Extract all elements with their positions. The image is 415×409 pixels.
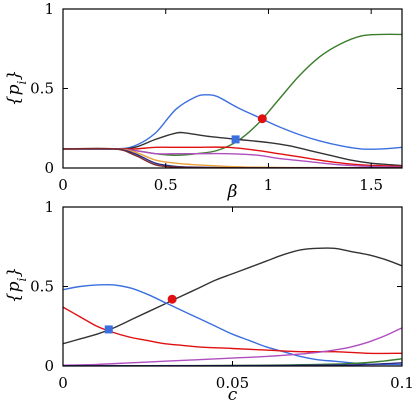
x-tick-label: 0 bbox=[58, 176, 68, 194]
series-line-3 bbox=[63, 131, 402, 167]
series-line-4 bbox=[63, 146, 402, 168]
marker-circle bbox=[167, 294, 177, 304]
x-axis-title: c bbox=[228, 385, 238, 405]
y-tick-label: 1 bbox=[44, 0, 54, 18]
series-line-4 bbox=[63, 327, 402, 366]
series-line-2 bbox=[63, 283, 402, 366]
x-tick-label: 1.5 bbox=[359, 176, 383, 194]
series-line-5 bbox=[63, 148, 402, 168]
series-group bbox=[63, 247, 402, 366]
x-tick-label: 0 bbox=[58, 374, 68, 392]
y-axis-title: {pi} bbox=[4, 267, 29, 303]
y-tick-label: 0 bbox=[44, 159, 54, 177]
marker-square bbox=[104, 325, 113, 334]
y-tick-label: 0.5 bbox=[30, 80, 54, 98]
marker-circle bbox=[257, 114, 267, 124]
x-tick-label: 1 bbox=[264, 176, 274, 194]
series-line-2 bbox=[63, 94, 402, 150]
y-tick-label: 0.5 bbox=[30, 278, 54, 296]
x-axis-title: β bbox=[227, 182, 238, 202]
x-tick-label: 0.05 bbox=[216, 374, 249, 392]
y-axis-title: {pi} bbox=[4, 70, 29, 106]
plot-frame bbox=[62, 206, 403, 367]
y-tick-label: 1 bbox=[44, 198, 54, 216]
x-tick-label: 0.1 bbox=[390, 374, 414, 392]
chart-panel-2: 0 0.05 0.1 0 0.5 1 c {pi} bbox=[4, 198, 414, 405]
x-tick-label: 0.5 bbox=[154, 176, 178, 194]
y-tick-label: 0 bbox=[44, 357, 54, 375]
series-line-1 bbox=[63, 247, 402, 345]
marker-square bbox=[231, 135, 240, 144]
series-group bbox=[63, 33, 402, 168]
chart-panel-1: 0 0.5 1 1.5 0 0.5 1 β {pi} bbox=[4, 0, 403, 202]
